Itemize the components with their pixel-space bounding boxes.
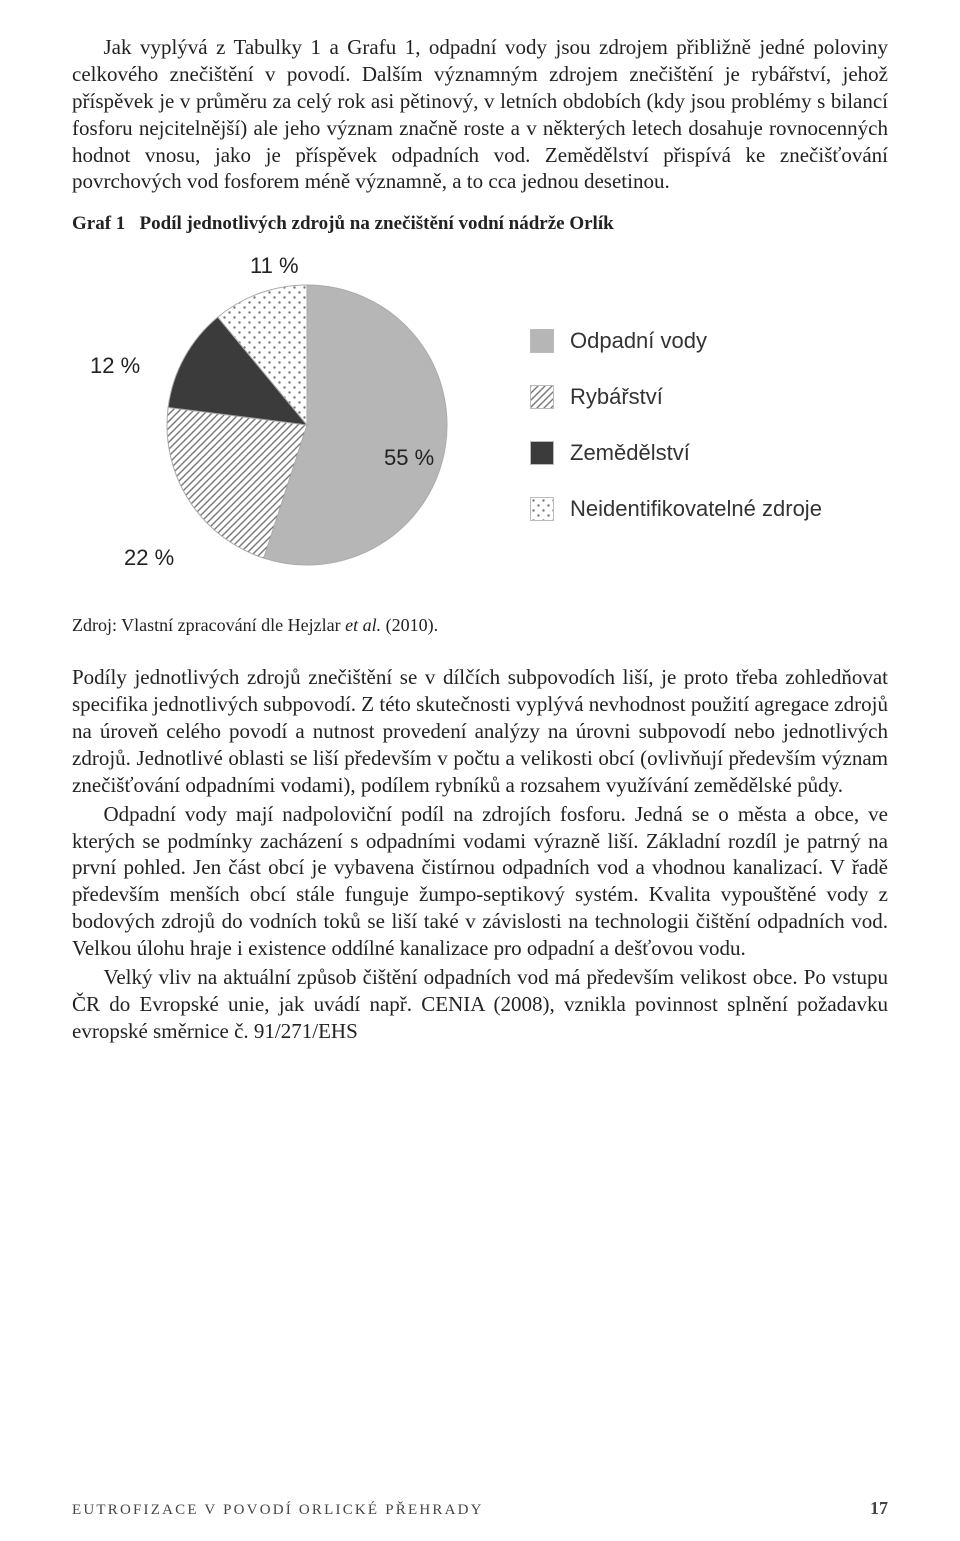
chart-caption-text: Podíl jednotlivých zdrojů na znečištění … bbox=[140, 213, 614, 234]
pie-container: 55 % 22 % 12 % 11 % bbox=[72, 245, 502, 605]
legend-swatch-icon bbox=[530, 497, 554, 521]
chart-caption: Graf 1 Podíl jednotlivých zdrojů na zneč… bbox=[72, 213, 888, 235]
paragraph-3: Odpadní vody mají nadpoloviční podíl na … bbox=[72, 801, 888, 962]
legend-item-zemedelstvi: Zemědělství bbox=[530, 440, 822, 466]
source-etal: et al. bbox=[345, 615, 381, 635]
legend-label: Neidentifikovatelné zdroje bbox=[570, 496, 822, 522]
legend-swatch-icon bbox=[530, 441, 554, 465]
pie-label-11: 11 % bbox=[250, 253, 299, 279]
legend-label: Zemědělství bbox=[570, 440, 690, 466]
paragraph-1: Jak vyplývá z Tabulky 1 a Grafu 1, odpad… bbox=[72, 34, 888, 195]
legend-swatch-icon bbox=[530, 329, 554, 353]
legend-item-rybarstvi: Rybářství bbox=[530, 384, 822, 410]
source-tail: (2010). bbox=[381, 615, 438, 635]
footer-page-number: 17 bbox=[870, 1498, 888, 1519]
legend-label: Odpadní vody bbox=[570, 328, 707, 354]
legend-item-neident: Neidentifikovatelné zdroje bbox=[530, 496, 822, 522]
pie-label-55: 55 % bbox=[384, 445, 434, 471]
footer-section: EUTROFIZACE V POVODÍ ORLICKÉ PŘEHRADY bbox=[72, 1502, 484, 1519]
legend-label: Rybářství bbox=[570, 384, 663, 410]
page-footer: EUTROFIZACE V POVODÍ ORLICKÉ PŘEHRADY 17 bbox=[72, 1498, 888, 1519]
chart-source: Zdroj: Vlastní zpracování dle Hejzlar et… bbox=[72, 615, 888, 636]
chart-area: 55 % 22 % 12 % 11 % Odpadní vody Rybářst… bbox=[72, 245, 888, 605]
source-text: Zdroj: Vlastní zpracování dle Hejzlar bbox=[72, 615, 345, 635]
paragraph-2: Podíly jednotlivých zdrojů znečištění se… bbox=[72, 664, 888, 798]
pie-label-22: 22 % bbox=[124, 545, 174, 571]
chart-caption-label: Graf 1 bbox=[72, 213, 125, 234]
pie-label-12: 12 % bbox=[90, 353, 140, 379]
legend-swatch-icon bbox=[530, 385, 554, 409]
paragraph-4: Velký vliv na aktuální způsob čištění od… bbox=[72, 964, 888, 1045]
legend-item-odpadni: Odpadní vody bbox=[530, 328, 822, 354]
page: Jak vyplývá z Tabulky 1 a Grafu 1, odpad… bbox=[0, 0, 960, 1541]
legend: Odpadní vody Rybářství Zemědělství Neide… bbox=[530, 328, 822, 522]
